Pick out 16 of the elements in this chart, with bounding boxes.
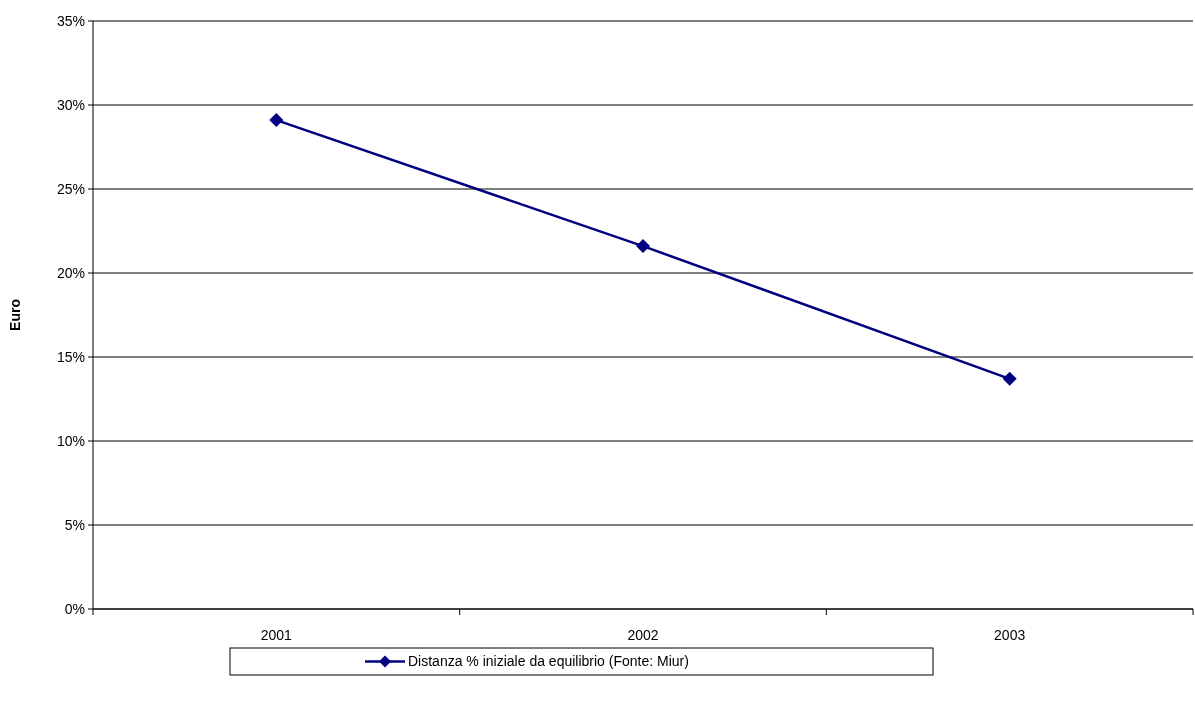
x-tick-label: 2001 [260, 627, 293, 643]
y-axis-title: Euro [7, 299, 23, 331]
point [1002, 371, 1017, 386]
point [636, 239, 650, 254]
y-tick-label: 15% [56, 348, 85, 365]
y-tick-label: 0% [64, 600, 85, 617]
y-tick-label: 30% [56, 96, 85, 113]
y-tick-label: 20% [56, 264, 85, 281]
x-tick-label: 2002 [627, 627, 659, 643]
point [269, 113, 284, 128]
y-tick-label: 35% [56, 12, 85, 29]
legend-label: Distanza % iniziale da equilibrio (Fonte: Miur) [408, 653, 689, 670]
y-tick-label: 25% [56, 180, 85, 197]
y-tick-label: 5% [64, 516, 85, 533]
y-tick-label: 10% [56, 432, 85, 449]
x-tick-label: 2003 [994, 627, 1026, 643]
